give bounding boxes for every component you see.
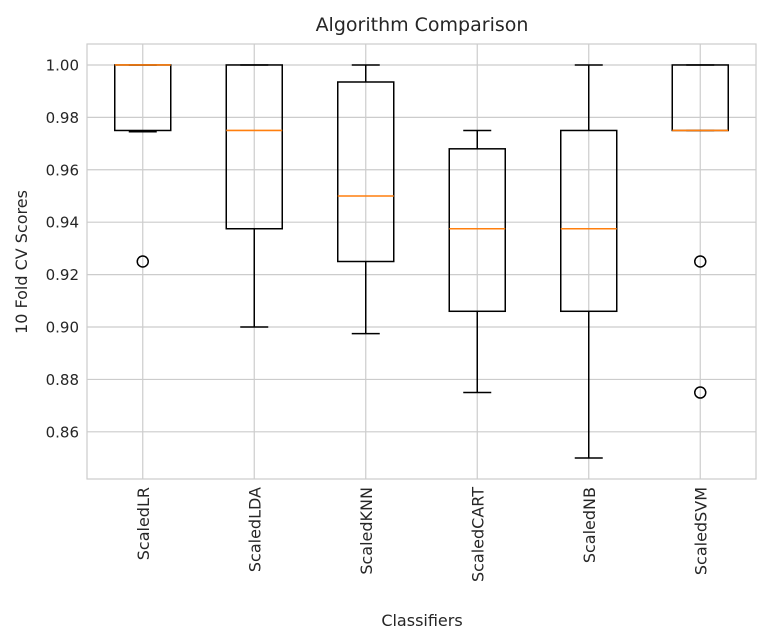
x-tick-label: ScaledNB xyxy=(580,487,599,563)
chart-title: Algorithm Comparison xyxy=(316,14,529,36)
x-tick-label: ScaledKNN xyxy=(357,487,376,575)
outlier-point xyxy=(694,386,707,399)
y-tick-label: 1.00 xyxy=(46,56,79,74)
iqr-box xyxy=(448,148,506,313)
iqr-box xyxy=(225,64,283,230)
box-scaledcart xyxy=(448,129,506,394)
y-tick-labels: 0.86 0.88 0.90 0.92 0.94 0.96 0.98 1.00 xyxy=(46,56,79,441)
box-scaledknn xyxy=(337,64,395,335)
y-tick-label: 0.86 xyxy=(46,423,79,441)
box-scalednb xyxy=(560,64,618,459)
y-tick-label: 0.96 xyxy=(46,161,79,179)
iqr-box xyxy=(560,129,618,313)
box-scaledlr xyxy=(114,64,172,268)
x-tick-label: ScaledLR xyxy=(134,487,153,560)
box-scaledsvm xyxy=(671,64,729,399)
x-tick-labels: ScaledLR ScaledLDA ScaledKNN ScaledCART Scal… xyxy=(134,487,711,582)
y-tick-label: 0.92 xyxy=(46,266,79,284)
x-tick-label: ScaledCART xyxy=(468,487,487,582)
x-axis-label: Classifiers xyxy=(381,611,462,630)
y-tick-label: 0.90 xyxy=(46,319,79,337)
box-series xyxy=(114,64,729,459)
box-scaledlda xyxy=(225,64,283,328)
outlier-point xyxy=(694,255,707,268)
y-axis-label: 10 Fold CV Scores xyxy=(12,190,31,334)
outlier-point xyxy=(136,255,149,268)
plot-frame xyxy=(86,43,757,480)
y-tick-label: 0.88 xyxy=(46,371,79,389)
x-tick-label: ScaledLDA xyxy=(245,487,264,572)
x-tick-label: ScaledSVM xyxy=(691,487,710,575)
y-tick-label: 0.98 xyxy=(46,109,79,127)
y-tick-label: 0.94 xyxy=(46,214,79,232)
iqr-box xyxy=(337,81,395,263)
